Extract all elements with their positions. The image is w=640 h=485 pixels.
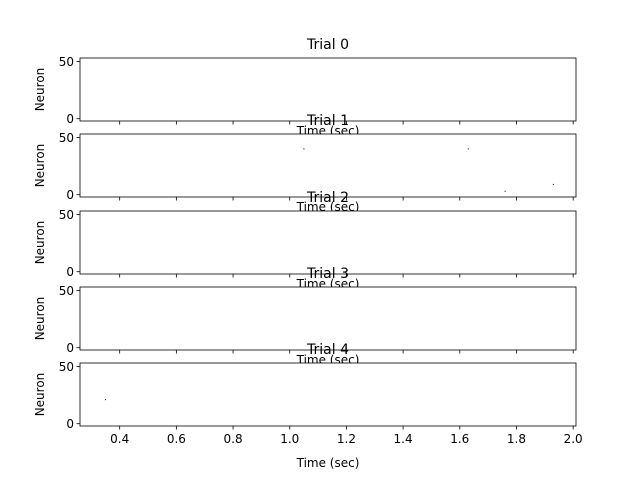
trial-panel: 50 0 0.4 0.6 0.8 1.0 1.2 1.4 1.6 1.8 2.0 Neuron Time… <box>33 342 583 470</box>
x-tick-label: 0.8 <box>224 432 243 446</box>
panel-title: Trial 3 <box>306 266 349 282</box>
trial-panel: 50 0 Neuron Time (sec)Trial 2 <box>33 190 577 291</box>
x-tick-label: 1.6 <box>450 432 469 446</box>
panel-title: Trial 4 <box>306 342 349 358</box>
axes-frame <box>79 57 577 122</box>
y-tick-label: 0 <box>66 112 74 126</box>
y-tick-label: 0 <box>66 417 74 431</box>
y-tick-label: 50 <box>59 208 74 222</box>
axes-frame <box>79 133 577 198</box>
y-tick-label: 0 <box>66 341 74 355</box>
y-axis-label: Neuron <box>33 373 47 417</box>
y-axis-label: Neuron <box>33 144 47 188</box>
y-tick-label: 50 <box>59 131 74 145</box>
x-tick-label: 1.0 <box>280 432 299 446</box>
y-tick-label: 0 <box>66 265 74 279</box>
y-tick-label: 50 <box>59 284 74 298</box>
spike-point <box>504 190 506 192</box>
x-tick-label: 1.4 <box>394 432 413 446</box>
panel-title: Trial 1 <box>306 113 349 129</box>
x-tick-label: 1.2 <box>337 432 356 446</box>
y-axis-label: Neuron <box>33 68 47 112</box>
y-axis-label: Neuron <box>33 297 47 341</box>
spike-point <box>467 148 469 150</box>
x-tick-label: 0.4 <box>110 432 129 446</box>
x-tick-label: 2.0 <box>564 432 583 446</box>
spike-point <box>105 399 107 401</box>
spike-point <box>552 183 554 185</box>
y-tick-label: 0 <box>66 188 74 202</box>
x-axis-label: Time (sec) <box>296 200 360 214</box>
x-axis-label: Time (sec) <box>296 456 360 470</box>
panel-title: Trial 2 <box>306 190 349 206</box>
y-axis-label: Neuron <box>33 221 47 265</box>
y-tick-label: 50 <box>59 360 74 374</box>
axes-frame <box>79 362 577 427</box>
axes-frame <box>79 210 577 275</box>
panel-title: Trial 0 <box>306 37 349 53</box>
axes-frame <box>79 286 577 351</box>
spike-point <box>303 148 305 150</box>
y-tick-label: 50 <box>59 55 74 69</box>
trial-panel: 50 0 Neuron Time (sec) Trial 1 <box>33 113 577 214</box>
x-tick-label: 0.6 <box>167 432 186 446</box>
x-tick-label: 1.8 <box>507 432 526 446</box>
